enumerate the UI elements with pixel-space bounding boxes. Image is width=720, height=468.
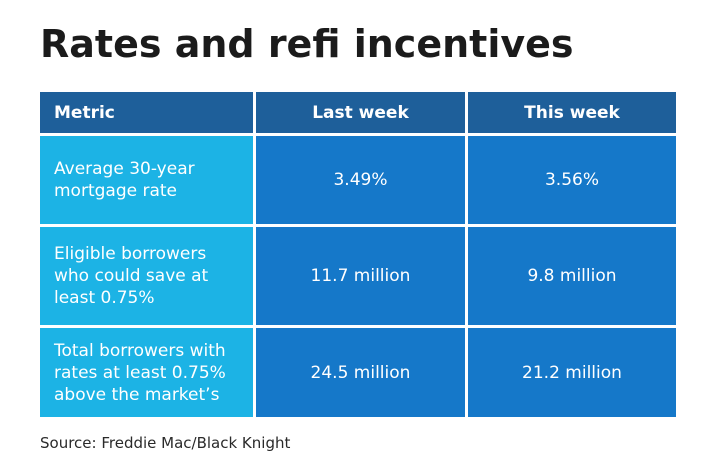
row-3-last-week: 24.5 million xyxy=(256,328,465,417)
row-1-metric: Average 30-year mortgage rate xyxy=(40,136,253,224)
row-1-this-week: 3.56% xyxy=(468,136,676,224)
column-header-this-week: This week xyxy=(468,92,676,133)
row-2-last-week: 11.7 million xyxy=(256,227,465,325)
column-header-last-week: Last week xyxy=(256,92,465,133)
row-2-this-week: 9.8 million xyxy=(468,227,676,325)
row-3-metric: Total borrowers with rates at least 0.75… xyxy=(40,328,253,417)
row-3-this-week: 21.2 million xyxy=(468,328,676,417)
data-table: Metric Last week This week Average 30-ye… xyxy=(40,92,676,418)
row-1-last-week: 3.49% xyxy=(256,136,465,224)
chart-title: Rates and refi incentives xyxy=(40,22,574,66)
row-2-metric: Eligible borrowers who could save at lea… xyxy=(40,227,253,325)
column-header-metric: Metric xyxy=(40,92,253,133)
source-note: Source: Freddie Mac/Black Knight xyxy=(40,434,291,452)
